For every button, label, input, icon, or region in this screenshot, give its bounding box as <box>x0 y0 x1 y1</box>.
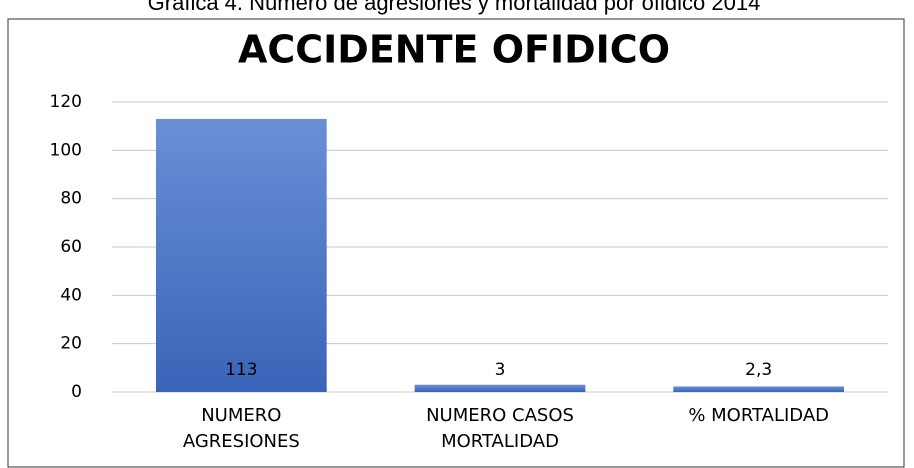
value-label: 3 <box>495 360 506 380</box>
x-tick-label: NUMERO <box>201 405 281 426</box>
x-tick-label: MORTALIDAD <box>441 431 559 452</box>
y-tick-label: 60 <box>60 237 82 257</box>
value-label: 2,3 <box>745 360 772 380</box>
bar <box>673 386 845 392</box>
y-tick-label: 100 <box>50 140 82 160</box>
x-tick-label: NUMERO CASOS <box>426 405 574 426</box>
y-tick-label: 80 <box>60 189 82 209</box>
bar <box>414 384 586 392</box>
y-tick-label: 120 <box>50 92 82 112</box>
y-tick-label: 0 <box>71 382 82 402</box>
value-label: 113 <box>225 360 257 380</box>
y-tick-label: 20 <box>60 334 82 354</box>
caption: Gráfica 4. Número de agresiones y mortal… <box>148 0 761 15</box>
bar <box>155 118 327 393</box>
x-tick-label: % MORTALIDAD <box>688 405 829 426</box>
x-tick-label: AGRESIONES <box>183 431 300 452</box>
chart-border <box>7 18 905 468</box>
chart-title: ACCIDENTE OFIDICO <box>238 28 670 72</box>
y-tick-label: 40 <box>60 285 82 305</box>
